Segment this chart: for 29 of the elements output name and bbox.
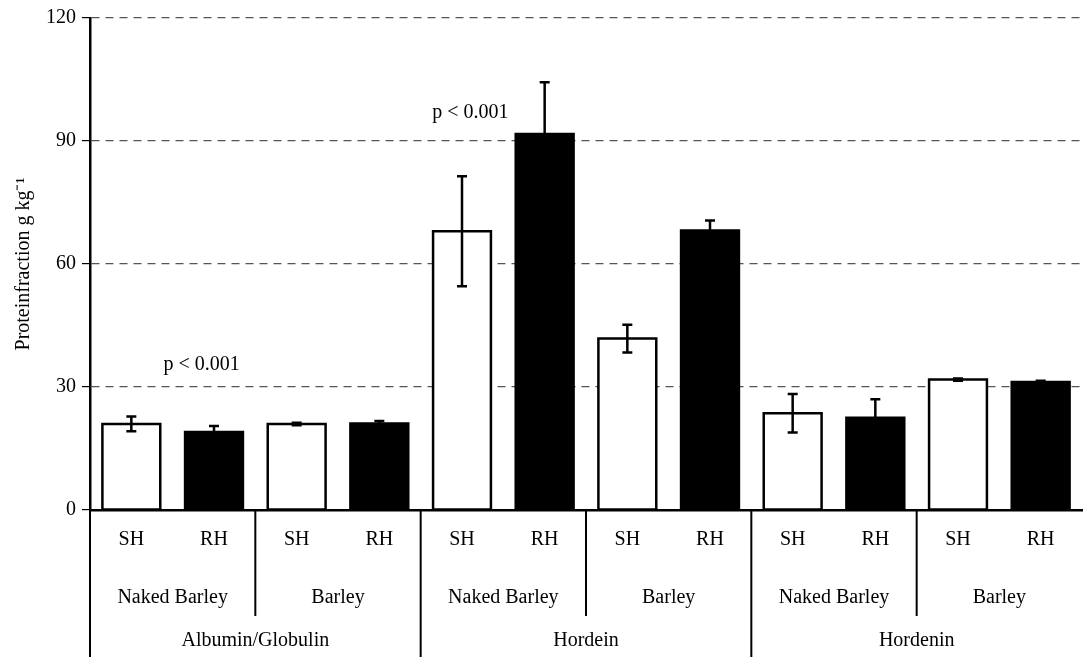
- y-tick-label: 120: [46, 5, 76, 28]
- annotation: p < 0.001: [163, 351, 240, 375]
- x-tick-label: RH: [530, 527, 559, 550]
- text: Barley: [311, 585, 365, 609]
- text: Naked Barley: [448, 585, 559, 609]
- annotation: p < 0.001: [432, 100, 509, 124]
- x-tick-label: RH: [365, 527, 394, 550]
- x-tick-label: SH: [945, 527, 971, 550]
- x-tick-label: SH: [283, 527, 310, 550]
- y-tick-label: 60: [56, 251, 76, 274]
- text: Barley: [642, 585, 696, 609]
- text: Hordein: [553, 628, 619, 651]
- y-axis-title: Proteinfraction g kg⁻¹: [11, 177, 35, 351]
- text: Naked Barley: [778, 585, 890, 609]
- y-tick-label: 0: [66, 497, 76, 520]
- x-tick-label: SH: [779, 527, 806, 550]
- text: Albumin/Globulin: [181, 628, 330, 651]
- x-tick-label: RH: [696, 527, 724, 550]
- x-tick-label: RH: [200, 527, 228, 550]
- y-tick-label: 30: [56, 374, 76, 397]
- x-tick-label: SH: [118, 527, 145, 550]
- y-tick-label: 90: [56, 128, 76, 151]
- text: Barley: [972, 585, 1026, 609]
- x-tick-label: RH: [1026, 527, 1055, 550]
- x-tick-label: RH: [861, 527, 890, 550]
- x-tick-label: SH: [449, 527, 475, 550]
- x-tick-label: SH: [614, 527, 641, 550]
- text: Naked Barley: [117, 585, 228, 609]
- text: Hordenin: [878, 628, 955, 651]
